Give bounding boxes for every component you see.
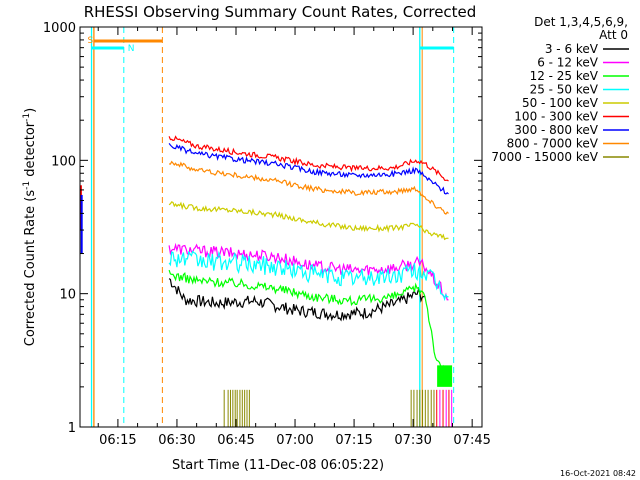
flag-label: N (128, 44, 135, 54)
legend-label: 12 - 25 keV (530, 69, 599, 83)
legend-header-line-1: Det 1,3,4,5,6,9, (534, 15, 628, 29)
data-layer: NS (79, 27, 455, 427)
x-tick-label: 06:15 (99, 433, 136, 448)
legend-label: 800 - 7000 keV (507, 137, 599, 151)
x-tick-label: 07:45 (453, 433, 490, 448)
legend-label: 25 - 50 keV (530, 83, 599, 97)
y-tick-label: 1000 (43, 21, 76, 36)
y-axis-label: Corrected Count Rate (s-1 detector-1) (22, 108, 38, 346)
series-line-12-25-keV (168, 269, 449, 376)
legend-label: 3 - 6 keV (545, 42, 599, 56)
chart-title: RHESSI Observing Summary Count Rates, Co… (84, 3, 477, 21)
y-tick-label: 10 (59, 288, 76, 303)
series-line-3-6-keV (168, 278, 425, 322)
series-line-100-300-keV (168, 135, 449, 182)
spike-block (437, 365, 453, 387)
x-tick-label: 06:30 (158, 433, 195, 448)
footer-timestamp: 16-Oct-2021 08:42 (560, 469, 636, 478)
series-line-800-7000-keV (169, 160, 449, 215)
x-tick-label: 07:30 (394, 433, 431, 448)
series-line-50-100-keV (168, 201, 449, 241)
flag-label: S (88, 36, 94, 46)
x-axis-label: Start Time (11-Dec-08 06:05:22) (172, 458, 384, 473)
x-tick-label: 06:45 (217, 433, 254, 448)
y-tick-label: 100 (51, 154, 76, 169)
legend-header-line-2: Att 0 (599, 28, 628, 42)
legend-label: 7000 - 15000 keV (491, 150, 598, 164)
x-tick-label: 07:00 (276, 433, 313, 448)
plot-frame (79, 26, 483, 428)
x-tick-label: 07:15 (335, 433, 372, 448)
series-line-300-800-keV (168, 143, 449, 195)
series-line-6-12-keV (168, 242, 449, 301)
legend-label: 100 - 300 keV (514, 110, 598, 124)
legend-label: 6 - 12 keV (537, 56, 599, 70)
series-line-25-50-keV (168, 250, 449, 302)
axis-ticks: 1 10 100 1000 06:15 06:30 06:45 07:00 07:15 07:30… (43, 21, 491, 448)
y-tick-label: 1 (68, 421, 76, 436)
legend-label: 300 - 800 keV (514, 123, 598, 137)
legend-label: 50 - 100 keV (522, 96, 599, 110)
